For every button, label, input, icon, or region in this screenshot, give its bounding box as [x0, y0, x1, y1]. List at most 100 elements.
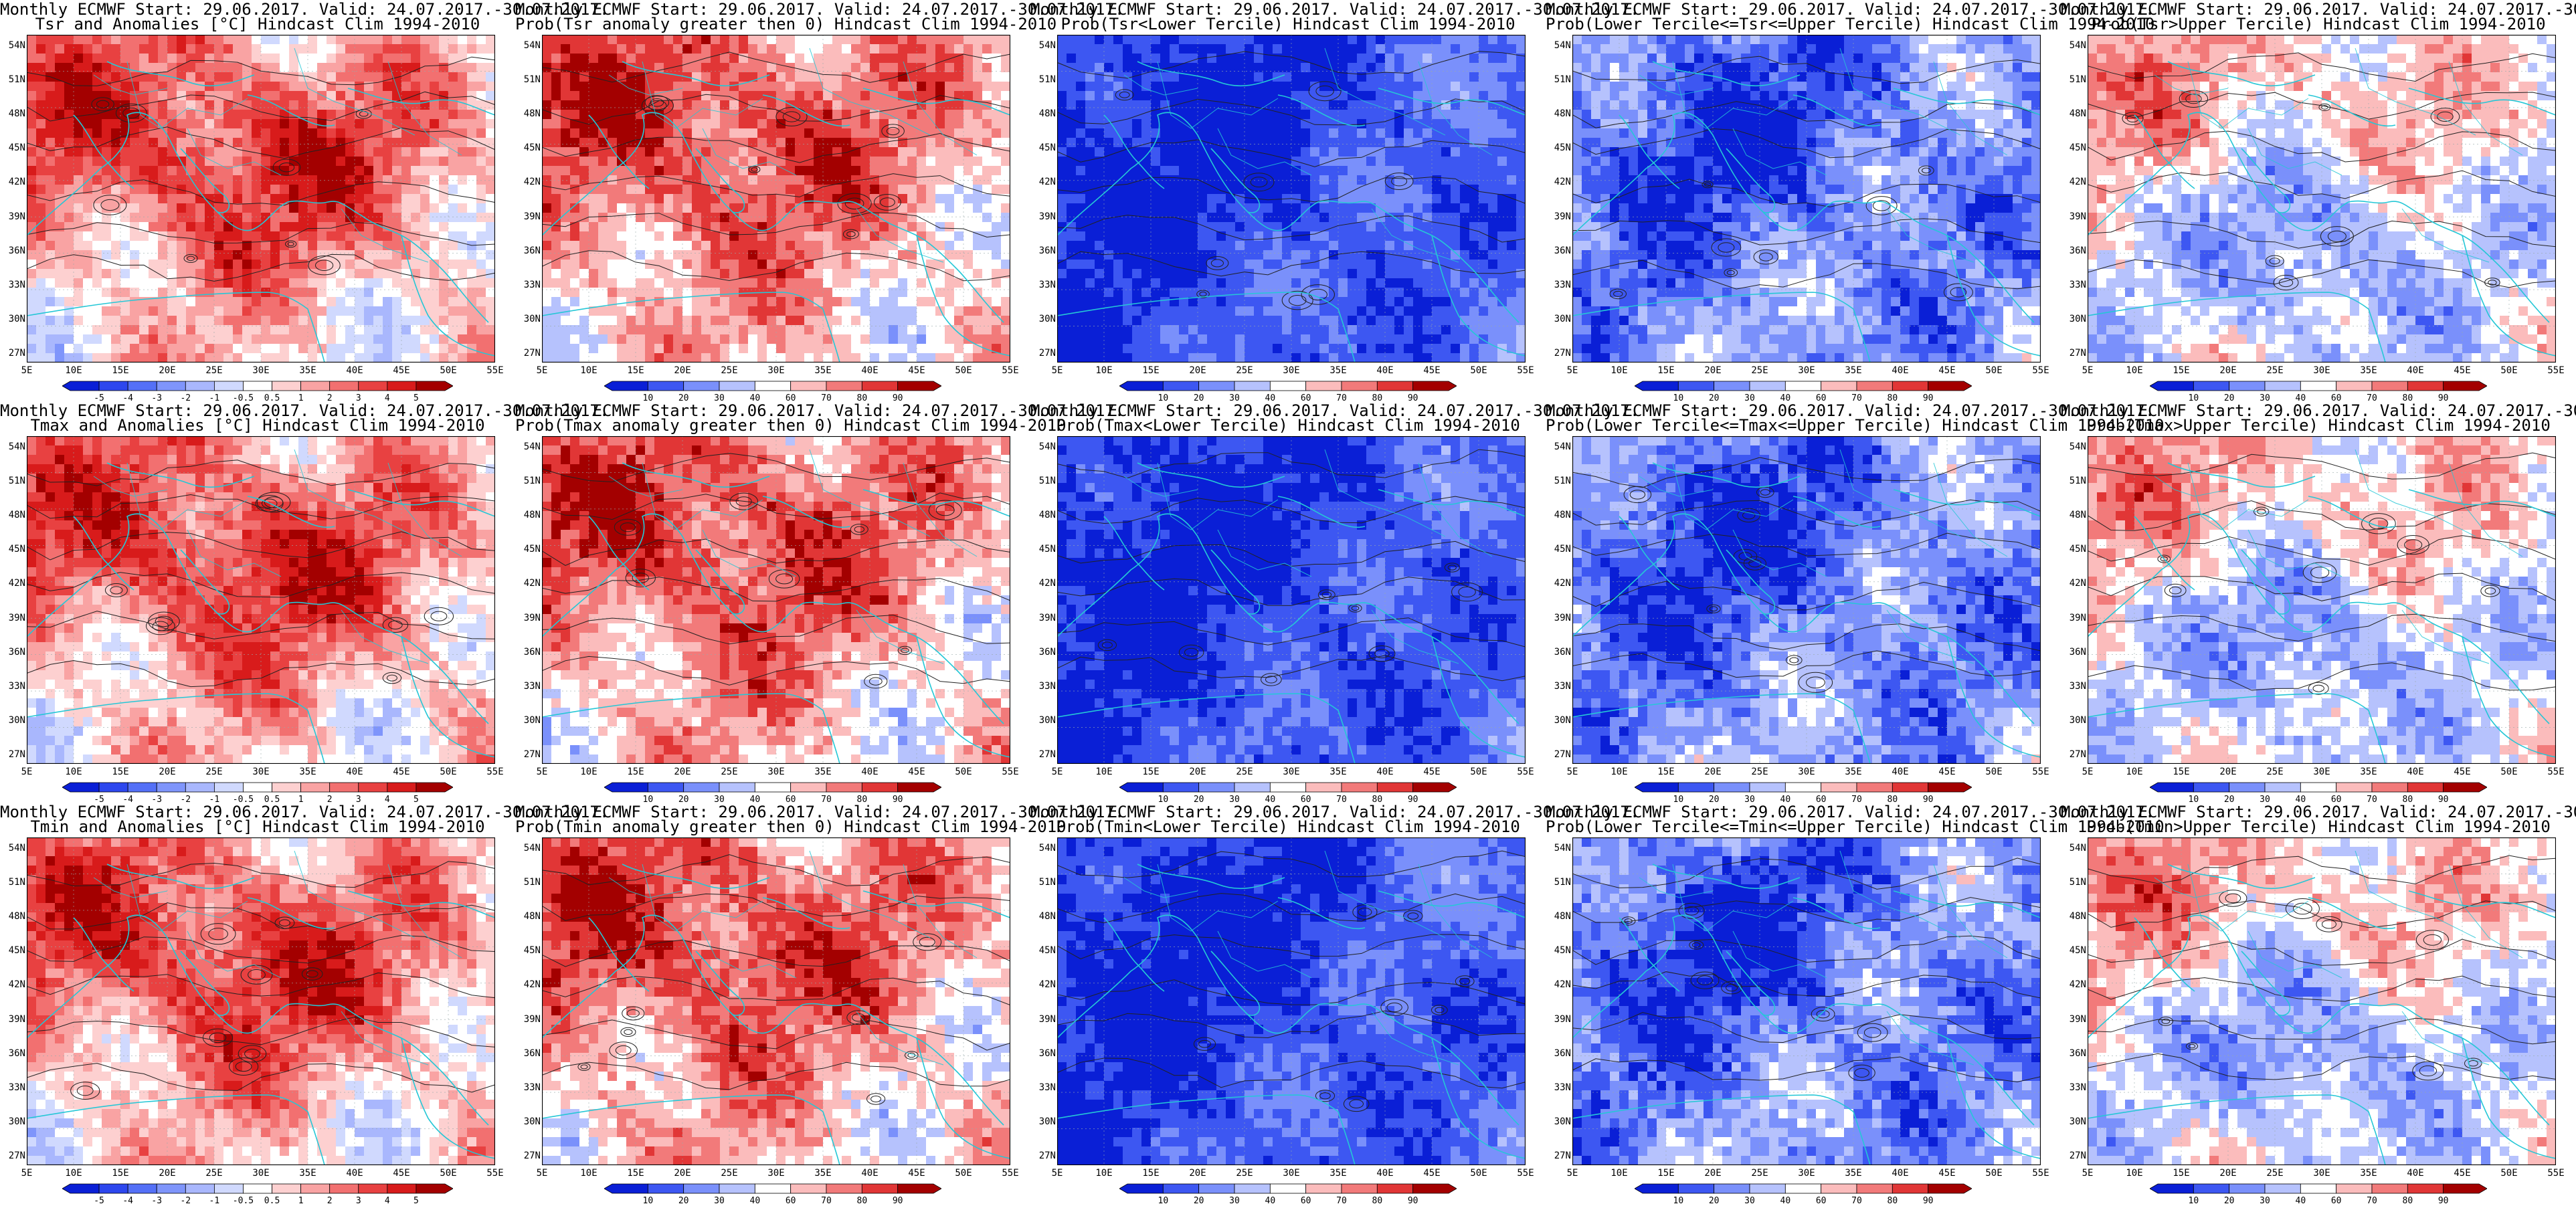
lat-tick-label: 30N [517, 715, 541, 726]
colorbar-segment [301, 1184, 330, 1193]
colorbar [62, 1183, 453, 1194]
lat-tick-label: 48N [1547, 510, 1571, 520]
colorbar-segment [2193, 1184, 2229, 1193]
colorbar-segment [1635, 1184, 1678, 1193]
lat-tick-label: 45N [1547, 945, 1571, 956]
map-panel: Monthly ECMWF Start: 29.06.2017. Valid: … [0, 401, 515, 803]
lon-tick-label: 10E [2126, 767, 2142, 777]
colorbar-segment [387, 1184, 416, 1193]
lon-tick-label: 35E [1329, 1168, 1346, 1179]
colorbar-segment [99, 783, 128, 792]
lon-tick-label: 55E [1517, 365, 1534, 376]
lon-tick-label: 20E [159, 767, 175, 777]
lat-tick-label: 42N [2062, 177, 2086, 187]
lat-tick-label: 36N [1547, 647, 1571, 658]
colorbar-segment [1270, 381, 1305, 391]
lat-tick-label: 27N [517, 1150, 541, 1161]
colorbar [604, 381, 941, 391]
colorbar-segment [2265, 381, 2300, 391]
lon-tick-label: 25E [721, 365, 737, 376]
lon-tick-label: 20E [1189, 365, 1206, 376]
lon-tick-label: 40E [1376, 1168, 1393, 1179]
colorbar-segment [243, 783, 272, 792]
lat-tick-label: 48N [1, 510, 25, 520]
forecast-map [1572, 837, 2041, 1165]
lon-tick-label: 25E [205, 1168, 222, 1179]
lat-tick-label: 39N [2062, 1014, 2086, 1025]
lat-tick-label: 51N [1, 877, 25, 888]
lon-tick-label: 15E [1142, 767, 1159, 777]
lon-tick-label: 10E [1095, 365, 1112, 376]
colorbar-segment [1306, 381, 1342, 391]
colorbar-tick-label: 90 [2438, 1196, 2449, 1206]
colorbar [2150, 381, 2487, 391]
lon-tick-label: 40E [861, 1168, 878, 1179]
lat-tick-label: 54N [517, 40, 541, 51]
lon-tick-label: 55E [486, 1168, 503, 1179]
colorbar-segment [898, 381, 941, 391]
colorbar-tick-label: 60 [2331, 1196, 2342, 1206]
lat-tick-label: 39N [1547, 613, 1571, 623]
lat-tick-label: 33N [2062, 1082, 2086, 1093]
colorbar-segment [604, 381, 648, 391]
lon-tick-label: 55E [2547, 767, 2564, 777]
colorbar [62, 782, 453, 793]
panel-title-line2: Prob(Tsr>Upper Tercile) Hindcast Clim 19… [2061, 16, 2576, 32]
lat-tick-label: 36N [1, 245, 25, 256]
lon-tick-label: 25E [1236, 1168, 1253, 1179]
lon-tick-label: 10E [1095, 767, 1112, 777]
panel-title-line2: Prob(Tmin anomaly greater then 0) Hindca… [515, 819, 1030, 835]
lat-tick-label: 51N [2062, 74, 2086, 85]
lon-tick-label: 35E [299, 1168, 316, 1179]
colorbar-tick-label: -2 [180, 1196, 191, 1206]
lon-tick-label: 55E [1002, 365, 1018, 376]
lon-tick-label: 5E [1052, 365, 1063, 376]
lat-tick-label: 39N [1032, 613, 1056, 623]
lon-tick-label: 20E [674, 365, 691, 376]
lat-tick-label: 54N [2062, 441, 2086, 452]
lon-tick-label: 30E [767, 767, 784, 777]
colorbar-segment [1306, 1184, 1342, 1193]
lat-tick-label: 27N [1, 749, 25, 760]
colorbar [1635, 782, 1972, 793]
lon-tick-label: 40E [346, 365, 363, 376]
lon-tick-label: 55E [486, 365, 503, 376]
lat-tick-label: 51N [1, 476, 25, 486]
colorbar-segment [1750, 1184, 1785, 1193]
colorbar-segment [1928, 1184, 1972, 1193]
colorbar-segment [791, 783, 826, 792]
lat-tick-label: 39N [1032, 211, 1056, 222]
lon-tick-label: 50E [955, 1168, 972, 1179]
lon-tick-label: 50E [1470, 1168, 1487, 1179]
forecast-map [27, 35, 495, 363]
colorbar-segment [2150, 783, 2193, 792]
colorbar-segment [1714, 381, 1750, 391]
colorbar-tick-label: 70 [1851, 1196, 1862, 1206]
lat-tick-label: 33N [1032, 681, 1056, 692]
lon-tick-label: 50E [1985, 767, 2002, 777]
lat-tick-label: 54N [1, 843, 25, 853]
colorbar-segment [272, 783, 301, 792]
lat-tick-label: 51N [517, 74, 541, 85]
colorbar-segment [2372, 381, 2407, 391]
lat-tick-label: 33N [1547, 681, 1571, 692]
lon-tick-label: 15E [627, 1168, 644, 1179]
lon-tick-label: 20E [1189, 767, 1206, 777]
lon-tick-label: 15E [112, 365, 128, 376]
colorbar-segment [2444, 381, 2487, 391]
lat-tick-label: 42N [517, 578, 541, 589]
colorbar-tick-label: 30 [714, 1196, 725, 1206]
colorbar-tick-label: 90 [893, 1196, 903, 1206]
lat-tick-label: 33N [2062, 681, 2086, 692]
colorbar [62, 381, 453, 391]
lat-tick-label: 27N [2062, 749, 2086, 760]
lat-tick-label: 36N [517, 245, 541, 256]
lat-tick-label: 30N [517, 314, 541, 324]
lat-tick-label: 27N [1547, 749, 1571, 760]
lat-tick-label: 39N [1, 1014, 25, 1025]
lat-tick-label: 54N [517, 441, 541, 452]
colorbar-segment [2300, 381, 2336, 391]
lon-tick-label: 25E [721, 1168, 737, 1179]
lon-tick-label: 50E [440, 1168, 456, 1179]
lon-tick-label: 50E [955, 365, 972, 376]
